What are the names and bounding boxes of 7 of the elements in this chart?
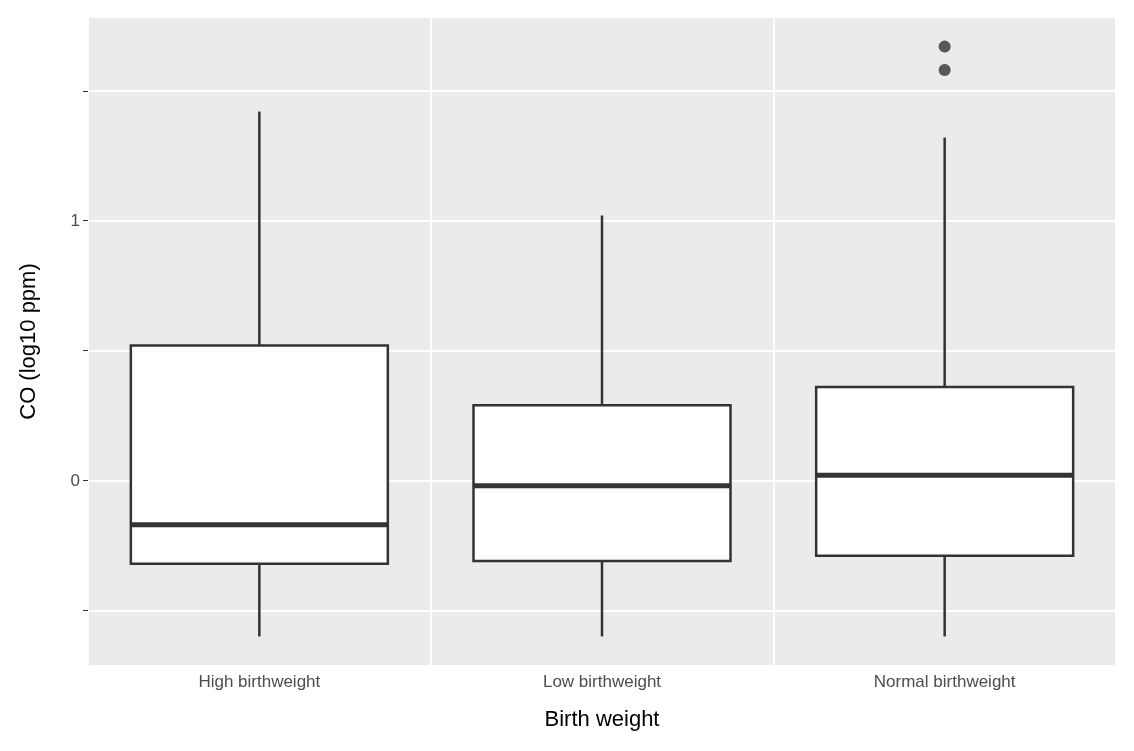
x-tick-label: Low birthweight [542, 672, 662, 691]
x-tick-label: High birthweight [198, 672, 321, 691]
y-axis-title: CO (log10 ppm) [14, 263, 40, 420]
y-tick-label: 0 [70, 471, 80, 491]
x-tick-label: Normal birthweight [873, 672, 1016, 691]
x-axis-title: Birth weight [544, 705, 660, 731]
y-tick-label: 1 [70, 211, 80, 231]
